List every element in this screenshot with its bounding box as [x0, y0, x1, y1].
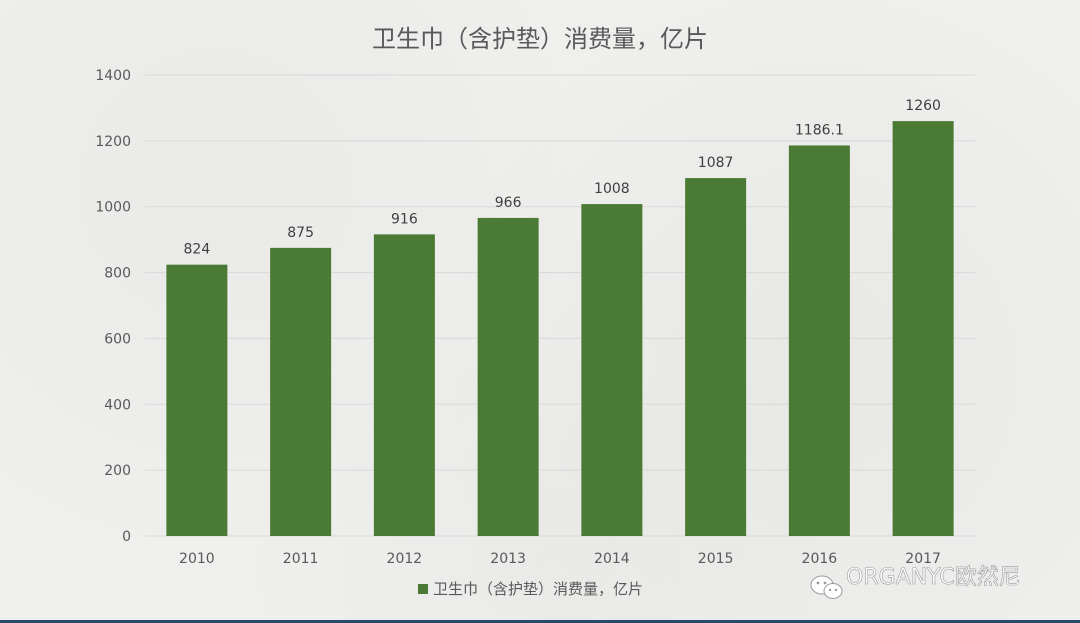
y-tick-label: 1200: [95, 134, 131, 150]
gridlines: [145, 74, 975, 537]
data-label: 1087: [698, 155, 734, 171]
y-tick-label: 400: [104, 397, 131, 413]
x-tick-label: 2017: [905, 551, 941, 567]
y-tick-label: 0: [122, 529, 131, 545]
watermark: ORGANYC欧然尼: [810, 565, 1021, 599]
y-tick-label: 200: [104, 463, 131, 479]
bottom-border: [0, 620, 1080, 623]
bar: [581, 204, 643, 536]
data-label: 1008: [594, 181, 630, 197]
y-tick-label: 600: [104, 331, 131, 347]
chart-title: 卫生巾（含护垫）消费量，亿片: [372, 25, 708, 53]
x-tick-label: 2016: [802, 551, 838, 567]
bar: [788, 145, 850, 537]
x-tick-label: 2014: [594, 551, 630, 567]
data-label: 824: [184, 242, 211, 258]
x-tick-label: 2011: [283, 551, 319, 567]
y-tick-label: 1000: [95, 200, 131, 216]
bar: [685, 178, 747, 537]
data-label: 1260: [905, 98, 941, 114]
legend-label: 卫生巾（含护垫）消费量，亿片: [433, 580, 643, 598]
bar: [373, 234, 435, 537]
x-tick-label: 2012: [387, 551, 423, 567]
y-axis: 0 200 400 600 800 1000 1200 1400: [95, 68, 131, 545]
bar: [892, 121, 954, 536]
bar: [477, 217, 539, 536]
data-label: 1186.1: [795, 122, 844, 138]
data-label: 966: [495, 195, 522, 211]
y-tick-label: 800: [104, 266, 131, 282]
bar: [166, 264, 228, 536]
x-tick-label: 2015: [698, 551, 734, 567]
bar: [270, 247, 332, 536]
data-label: 916: [391, 211, 418, 227]
legend-swatch: [418, 584, 428, 594]
bars: 824 875 916 966 1008 1087 1186.1 1260: [166, 98, 954, 537]
y-tick-label: 1400: [95, 68, 131, 84]
x-axis: 2010 2011 2012 2013 2014 2015 2016 2017: [179, 551, 941, 567]
wechat-icon: [810, 575, 843, 599]
x-tick-label: 2010: [179, 551, 215, 567]
legend: 卫生巾（含护垫）消费量，亿片: [418, 580, 643, 598]
data-label: 875: [287, 225, 314, 241]
watermark-text: ORGANYC欧然尼: [846, 565, 1021, 590]
x-tick-label: 2013: [490, 551, 526, 567]
